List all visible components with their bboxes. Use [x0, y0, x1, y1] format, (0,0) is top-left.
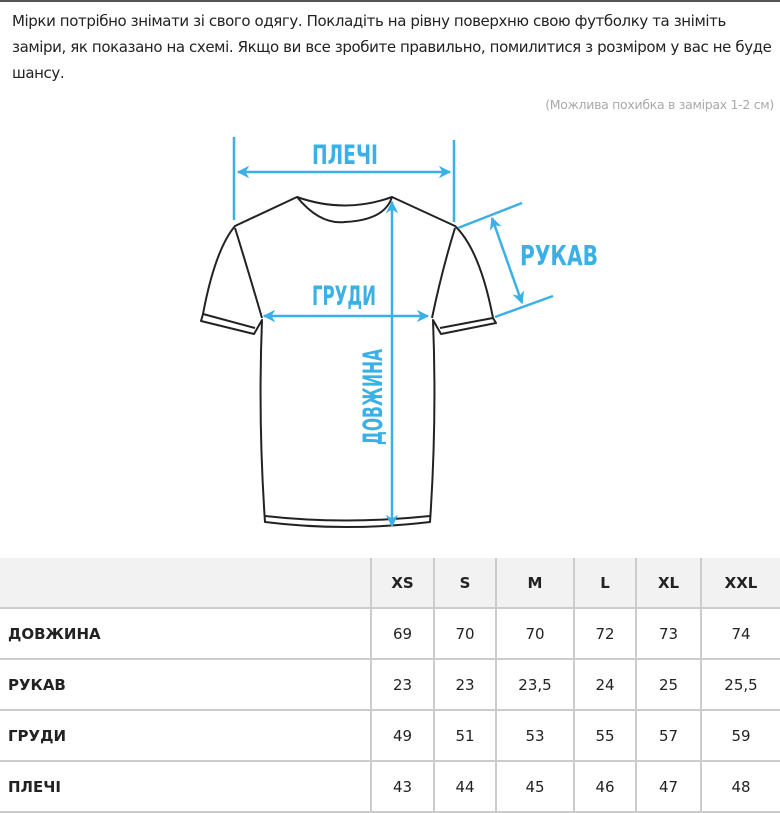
size-value: 59	[700, 710, 780, 762]
table-row: ДОВЖИНА 69 70 70 72 73 74	[0, 608, 780, 660]
table-row: ГРУДИ 49 51 53 55 57 59	[0, 710, 780, 762]
size-value: 73	[635, 608, 701, 660]
tshirt-outline	[200, 196, 497, 528]
header-m: M	[495, 558, 574, 609]
size-value: 57	[635, 710, 701, 762]
size-value: 44	[433, 761, 496, 813]
size-value: 47	[635, 761, 701, 813]
size-value: 72	[573, 608, 636, 660]
size-value: 49	[370, 710, 434, 762]
size-value: 70	[495, 608, 574, 660]
header-s: S	[433, 558, 496, 609]
size-value: 25	[635, 659, 701, 711]
size-value: 23	[370, 659, 434, 711]
chest-label: ГРУДИ	[312, 281, 376, 312]
header-empty	[0, 558, 371, 609]
size-table: XS S M L XL XXL ДОВЖИНА 69 70 70 72 73 74 РУКАВ…	[0, 558, 780, 813]
size-value: 51	[433, 710, 496, 762]
measurement-error-note: (Можлива похибка в замірах 1-2 см)	[545, 97, 774, 112]
size-value: 74	[700, 608, 780, 660]
length-label: ДОВЖИНА	[358, 349, 389, 445]
tshirt-measurement-diagram: ПЛЕЧІ РУКАВ ГРУДИ ДОВЖИНА	[200, 137, 598, 528]
size-value: 48	[700, 761, 780, 813]
size-value: 23,5	[495, 659, 574, 711]
sleeve-measure	[457, 201, 554, 319]
shoulders-measure	[232, 137, 456, 222]
header-xl: XL	[635, 558, 701, 609]
size-value: 70	[433, 608, 496, 660]
row-label: ГРУДИ	[0, 710, 371, 762]
table-header-row: XS S M L XL XXL	[0, 558, 780, 609]
row-label: ПЛЕЧІ	[0, 761, 371, 813]
size-value: 45	[495, 761, 574, 813]
size-value: 25,5	[700, 659, 780, 711]
row-label: ДОВЖИНА	[0, 608, 371, 660]
row-label: РУКАВ	[0, 659, 371, 711]
header-l: L	[573, 558, 636, 609]
table-row: ПЛЕЧІ 43 44 45 46 47 48	[0, 761, 780, 813]
size-value: 53	[495, 710, 574, 762]
size-value: 69	[370, 608, 434, 660]
top-divider	[0, 0, 780, 2]
intro-text: Мірки потрібно знімати зі свого одягу. П…	[12, 12, 772, 82]
header-xxl: XXL	[700, 558, 780, 609]
size-value: 24	[573, 659, 636, 711]
size-value: 23	[433, 659, 496, 711]
size-value: 46	[573, 761, 636, 813]
header-xs: XS	[370, 558, 434, 609]
table-row: РУКАВ 23 23 23,5 24 25 25,5	[0, 659, 780, 711]
shoulders-label: ПЛЕЧІ	[312, 140, 378, 171]
size-value: 43	[370, 761, 434, 813]
size-value: 55	[573, 710, 636, 762]
sleeve-label: РУКАВ	[520, 239, 598, 272]
